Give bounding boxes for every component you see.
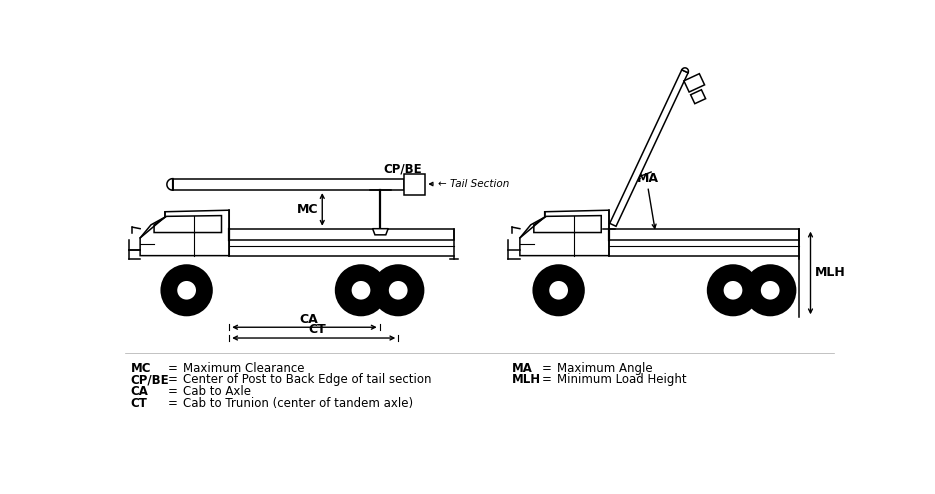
Text: CT: CT: [309, 324, 326, 336]
Circle shape: [723, 280, 743, 301]
Text: CP/BE: CP/BE: [383, 162, 423, 175]
Text: =: =: [167, 397, 178, 410]
Polygon shape: [609, 229, 798, 240]
Polygon shape: [691, 90, 706, 104]
Circle shape: [373, 266, 423, 315]
Text: CA: CA: [299, 313, 318, 326]
Polygon shape: [610, 70, 688, 226]
Circle shape: [760, 280, 781, 301]
Text: Maximum Clearance: Maximum Clearance: [182, 362, 304, 375]
Circle shape: [388, 280, 409, 301]
Text: CP/BE: CP/BE: [131, 373, 169, 386]
Text: MA: MA: [512, 362, 533, 375]
Polygon shape: [154, 215, 222, 233]
Text: Cab to Trunion (center of tandem axle): Cab to Trunion (center of tandem axle): [182, 397, 413, 410]
Polygon shape: [404, 174, 425, 195]
Text: MC: MC: [297, 203, 319, 216]
Circle shape: [708, 266, 757, 315]
Circle shape: [351, 280, 371, 301]
Text: MLH: MLH: [814, 266, 845, 280]
Text: MLH: MLH: [512, 373, 541, 386]
Text: MA: MA: [637, 172, 659, 185]
Text: =: =: [542, 373, 552, 386]
Text: =: =: [167, 373, 178, 386]
Circle shape: [534, 266, 583, 315]
Text: CA: CA: [131, 385, 149, 398]
Text: Minimum Load Height: Minimum Load Height: [557, 373, 686, 386]
Circle shape: [162, 266, 211, 315]
Polygon shape: [140, 210, 229, 255]
Text: =: =: [167, 362, 178, 375]
Polygon shape: [166, 179, 173, 190]
Text: =: =: [167, 385, 178, 398]
Text: Maximum Angle: Maximum Angle: [557, 362, 653, 375]
Text: =: =: [542, 362, 552, 375]
Polygon shape: [373, 229, 388, 235]
Circle shape: [176, 280, 197, 301]
Polygon shape: [173, 179, 404, 190]
Text: Center of Post to Back Edge of tail section: Center of Post to Back Edge of tail sect…: [182, 373, 431, 386]
Text: MC: MC: [131, 362, 151, 375]
Polygon shape: [534, 215, 601, 233]
Circle shape: [337, 266, 386, 315]
Polygon shape: [682, 68, 688, 73]
Text: ← Tail Section: ← Tail Section: [438, 179, 509, 189]
Polygon shape: [229, 229, 454, 240]
Polygon shape: [520, 210, 609, 255]
Text: CT: CT: [131, 397, 148, 410]
Polygon shape: [683, 74, 705, 92]
Text: Cab to Axle: Cab to Axle: [182, 385, 251, 398]
Circle shape: [745, 266, 795, 315]
Circle shape: [548, 280, 569, 301]
